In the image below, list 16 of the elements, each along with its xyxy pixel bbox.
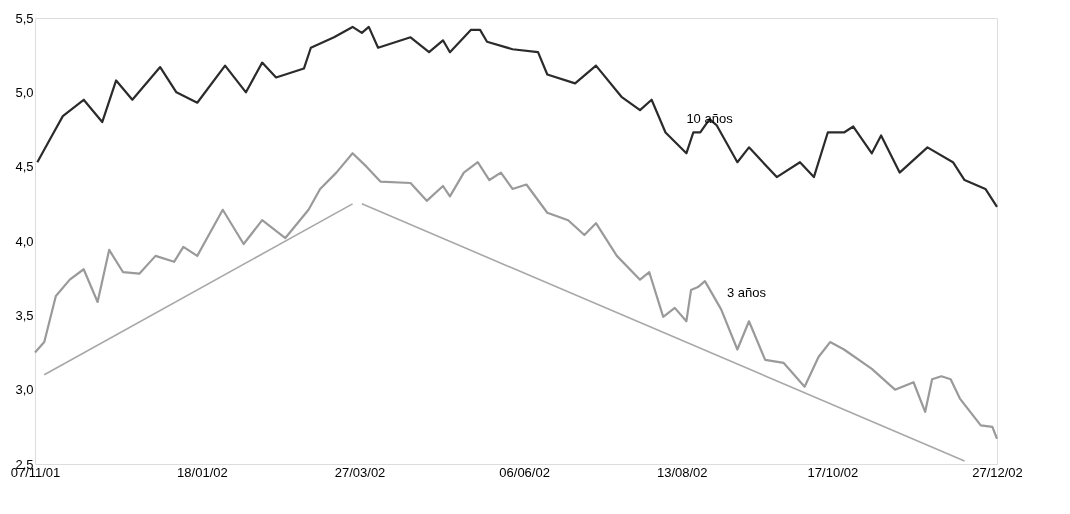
x-tick-label: 17/10/02	[807, 464, 859, 480]
y-tick-label: 5,0	[15, 84, 34, 100]
y-tick-label: 3,5	[15, 307, 34, 323]
line-series	[33, 152, 999, 440]
x-tick-label: 27/03/02	[334, 464, 386, 480]
series-label: 3 años	[726, 285, 767, 301]
series-label: 10 años	[686, 111, 734, 127]
x-tick-label: 13/08/02	[656, 464, 708, 480]
y-tick-label: 4,0	[15, 233, 34, 249]
x-tick-label: 27/12/02	[972, 464, 1023, 480]
x-tick-label: 18/01/02	[177, 464, 228, 480]
line-series	[36, 25, 999, 208]
y-tick-label: 5,5	[15, 10, 34, 26]
y-tick-label: 4,5	[15, 159, 34, 175]
x-tick-label: 06/06/02	[499, 464, 550, 480]
y-tick-label: 3,0	[15, 382, 34, 398]
